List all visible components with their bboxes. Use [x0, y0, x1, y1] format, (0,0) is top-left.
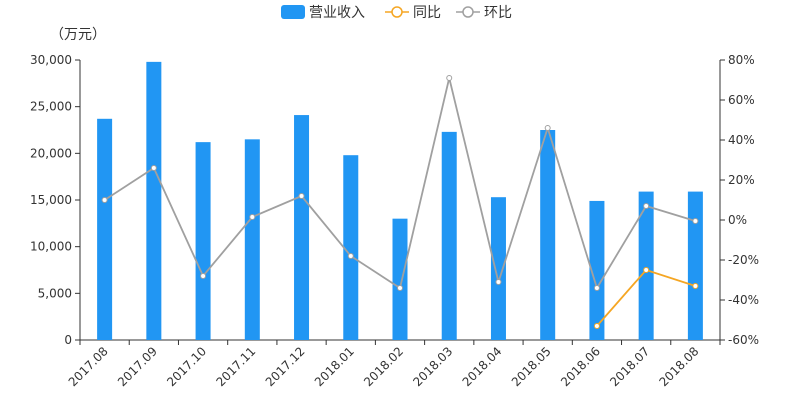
left-tick-label: 30,000 [30, 53, 72, 67]
revenue-bar[interactable] [294, 115, 310, 340]
yoy-point[interactable] [643, 267, 650, 273]
left-tick-label: 0 [64, 333, 72, 347]
right-tick-label: 80% [728, 53, 755, 67]
x-tick-label: 2017.09 [115, 344, 160, 389]
left-tick-label: 20,000 [30, 146, 72, 160]
right-axis-ticks: -60% -40% -20% 0% 20% 40% 60% 80% [720, 53, 759, 347]
revenue-bar[interactable] [146, 61, 162, 340]
revenue-bar[interactable] [97, 118, 113, 340]
right-tick-label: -60% [728, 333, 759, 347]
x-tick-label: 2018.01 [312, 344, 357, 389]
mom-point[interactable] [446, 75, 453, 81]
mom-point[interactable] [200, 273, 207, 279]
legend-item-revenue[interactable]: 营业收入 [281, 5, 365, 21]
right-tick-label: 20% [728, 173, 755, 187]
revenue-bar[interactable] [687, 191, 703, 340]
x-tick-label: 2018.04 [460, 344, 505, 389]
x-tick-label: 2017.10 [164, 344, 209, 389]
legend-marker-yoy [391, 6, 403, 18]
revenue-bar[interactable] [638, 191, 654, 340]
legend-label-yoy: 同比 [413, 5, 441, 21]
x-axis-ticks: 2017.08 2017.09 2017.10 2017.11 2017.12 2018.… [66, 340, 721, 389]
x-tick-label: 2018.05 [509, 344, 554, 389]
revenue-bar[interactable] [343, 155, 359, 340]
mom-point[interactable] [397, 285, 403, 291]
mom-point[interactable] [495, 279, 502, 285]
right-tick-label: 40% [728, 133, 755, 147]
x-tick-label: 2018.08 [657, 344, 702, 389]
legend: 营业收入 同比 环比 [281, 5, 512, 21]
mom-point[interactable] [643, 203, 650, 209]
revenue-bar[interactable] [589, 200, 605, 340]
revenue-bar[interactable] [540, 130, 556, 340]
mom-point[interactable] [101, 197, 108, 203]
mom-point[interactable] [249, 214, 256, 220]
x-tick-label: 2017.12 [263, 344, 308, 389]
right-tick-label: -20% [728, 253, 759, 267]
x-tick-label: 2018.06 [558, 344, 603, 389]
legend-item-mom[interactable]: 环比 [456, 5, 512, 21]
mom-point[interactable] [544, 125, 551, 131]
yoy-point[interactable] [593, 323, 600, 329]
right-tick-label: 60% [728, 93, 755, 107]
x-tick-label: 2018.03 [410, 344, 455, 389]
mom-point[interactable] [593, 285, 600, 291]
mom-point[interactable] [150, 165, 157, 171]
mom-point[interactable] [347, 253, 354, 259]
x-tick-label: 2017.08 [66, 344, 111, 389]
left-tick-label: 15,000 [30, 193, 72, 207]
ratio-lines [101, 75, 699, 329]
legend-marker-mom [462, 6, 474, 18]
left-axis-ticks: 0 5,000 10,000 15,000 20,000 25,000 30,000 [30, 53, 80, 347]
left-axis-unit-label: （万元） [50, 27, 106, 43]
revenue-bars [97, 61, 703, 340]
revenue-bar[interactable] [490, 197, 506, 340]
x-tick-label: 2018.02 [361, 344, 406, 389]
revenue-bar[interactable] [195, 142, 211, 340]
right-tick-label: -40% [728, 293, 759, 307]
revenue-bar[interactable] [392, 218, 408, 340]
mom-point[interactable] [298, 193, 305, 199]
left-tick-label: 10,000 [30, 240, 72, 254]
legend-item-yoy[interactable]: 同比 [385, 5, 441, 21]
legend-label-mom: 环比 [484, 5, 512, 21]
x-tick-label: 2018.07 [607, 344, 652, 389]
legend-swatch-revenue [281, 5, 305, 19]
mom-point[interactable] [692, 218, 699, 224]
legend-label-revenue: 营业收入 [309, 5, 365, 21]
revenue-bar[interactable] [441, 131, 457, 340]
left-tick-label: 25,000 [30, 100, 72, 114]
x-tick-label: 2017.11 [213, 344, 258, 389]
revenue-bar[interactable] [244, 139, 260, 340]
right-tick-label: 0% [728, 213, 747, 227]
left-tick-label: 5,000 [38, 286, 72, 300]
yoy-point[interactable] [692, 283, 699, 289]
